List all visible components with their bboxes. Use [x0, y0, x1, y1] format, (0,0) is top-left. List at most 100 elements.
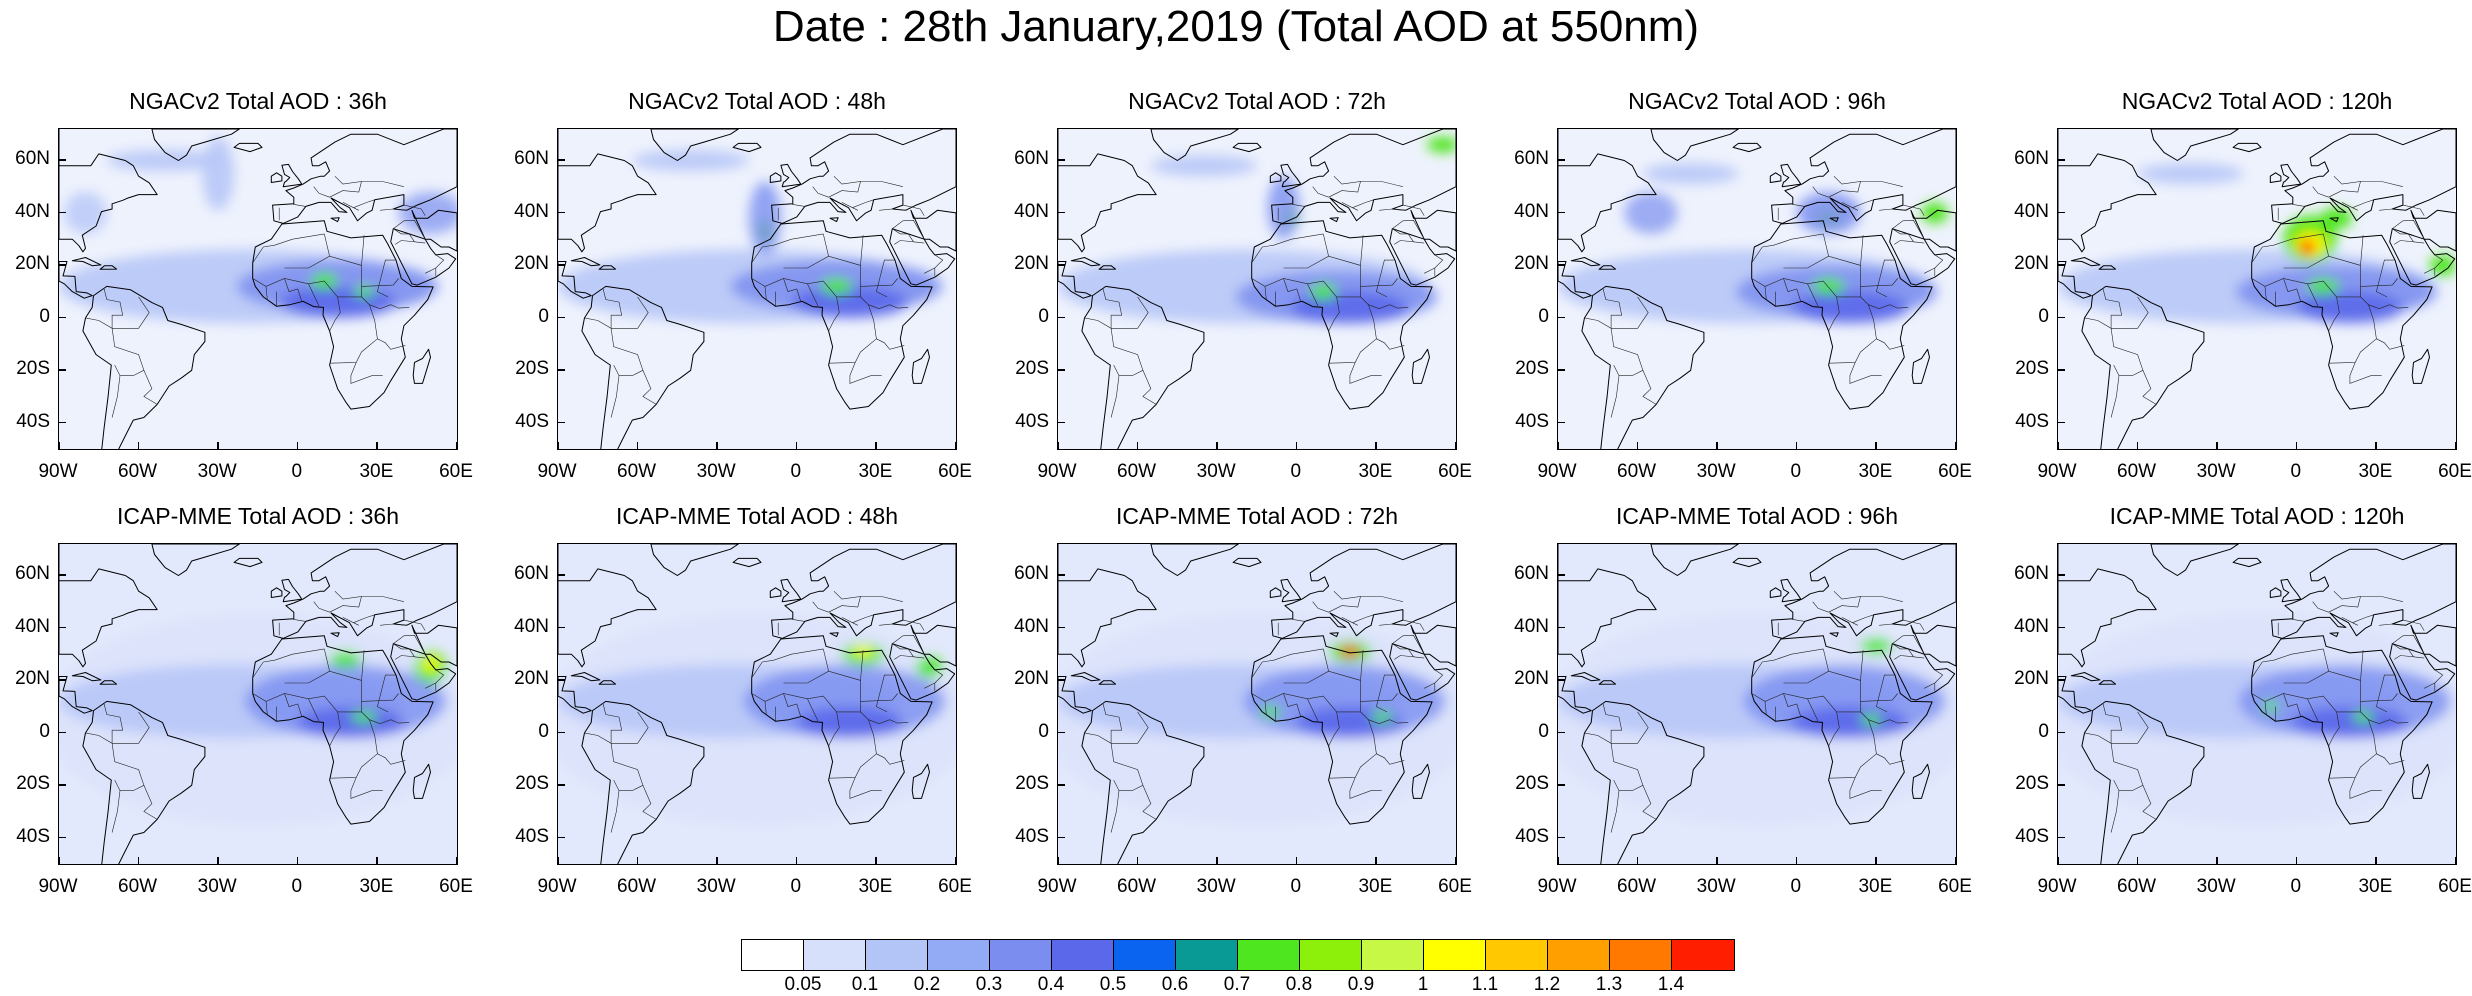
lat-tick-label: 0 — [1538, 305, 1549, 327]
colorbar-label: 0.9 — [1347, 974, 1375, 995]
coastline — [911, 763, 930, 799]
country-border — [1251, 648, 1324, 678]
coastline — [769, 172, 782, 183]
aod-plume — [279, 286, 396, 318]
aod-colorbar — [741, 939, 1735, 971]
country-border — [324, 648, 330, 672]
lon-tick-label: 30W — [1196, 876, 1236, 897]
country-border — [2392, 228, 2415, 245]
coastline — [1769, 587, 1782, 598]
lat-tick-label: 60N — [1514, 148, 1549, 170]
coastline — [1098, 265, 1117, 270]
coastline — [272, 544, 457, 639]
country-border — [610, 375, 620, 418]
coastline — [570, 257, 601, 267]
country-border — [1283, 278, 1302, 302]
country-border — [823, 233, 829, 257]
panel-title: NGACv2 Total AOD : 72h — [1128, 88, 1386, 114]
coastline — [1280, 163, 1302, 188]
lat-tick-label: 40N — [514, 615, 549, 637]
lon-tick-label: 30W — [1696, 461, 1736, 482]
coastline — [82, 700, 206, 864]
lon-tick-label: 60W — [1117, 876, 1157, 897]
aod-field — [59, 136, 457, 324]
coastline — [598, 680, 617, 685]
coastline — [59, 676, 93, 714]
country-border — [1341, 202, 1358, 211]
lat-tick-label: 20N — [514, 253, 549, 275]
aod-map — [557, 128, 957, 450]
country-border — [1610, 375, 1620, 418]
coastline — [2271, 129, 2456, 224]
lon-tick-mark — [1375, 442, 1377, 450]
coastline — [1070, 257, 1101, 267]
country-border — [1392, 228, 1415, 245]
country-border — [783, 693, 802, 717]
panel-title: ICAP-MME Total AOD : 120h — [2109, 503, 2405, 529]
lon-tick-label: 60E — [439, 876, 473, 897]
lat-tick-mark — [1557, 626, 1565, 629]
country-border — [2402, 619, 2425, 631]
aod-map — [58, 543, 458, 865]
coastline — [390, 643, 457, 701]
country-border — [1328, 719, 1377, 779]
lon-tick-label: 90W — [2037, 461, 2077, 482]
aod-plume — [1291, 291, 1409, 324]
coastline — [769, 587, 782, 598]
country-border — [602, 288, 623, 329]
map-canvas — [558, 129, 956, 449]
country-border — [2349, 777, 2382, 799]
country-border — [1307, 698, 1319, 722]
lat-tick-label: 20S — [1015, 358, 1049, 380]
colorbar-swatch — [1176, 940, 1238, 970]
country-border — [1142, 370, 1157, 405]
country-border — [807, 698, 819, 722]
country-border — [1913, 656, 1925, 659]
country-border — [350, 362, 383, 384]
lon-tick-mark — [955, 857, 957, 865]
lon-tick-mark — [1557, 857, 1559, 865]
lat-tick-mark — [1057, 159, 1065, 161]
country-border — [2413, 241, 2425, 244]
lon-tick-label: 90W — [1037, 461, 1077, 482]
country-border — [2392, 643, 2415, 660]
country-border — [1251, 233, 1324, 263]
country-border — [1349, 777, 1382, 799]
country-border — [361, 711, 410, 725]
colorbar-label: 1 — [1417, 974, 1429, 995]
coastline — [889, 643, 956, 701]
lat-tick-label: 60N — [2014, 148, 2049, 170]
lat-tick-mark — [58, 784, 66, 786]
country-border — [1610, 743, 1644, 791]
country-border — [1783, 693, 1802, 717]
country-border — [1860, 278, 1898, 287]
lon-tick-mark — [1136, 442, 1139, 450]
coastline — [2251, 220, 2433, 410]
coastline — [581, 285, 705, 449]
lat-tick-mark — [2057, 316, 2065, 319]
coastline — [412, 763, 431, 799]
country-border — [2110, 790, 2120, 833]
lat-tick-label: 40S — [1515, 410, 1549, 432]
aod-plume — [1860, 638, 1893, 655]
country-border — [828, 719, 877, 779]
coastline — [1780, 163, 1802, 188]
aod-plume — [297, 706, 404, 739]
lat-tick-mark — [1557, 264, 1565, 266]
lon-tick-label: 60W — [1117, 461, 1157, 482]
coastline — [272, 129, 457, 224]
colorbar-label: 1.3 — [1595, 974, 1623, 995]
coastlines — [2058, 129, 2456, 449]
country-border — [1876, 753, 1905, 765]
country-border — [860, 711, 909, 725]
lat-tick-mark — [1057, 421, 1065, 424]
coastlines — [1058, 129, 1456, 449]
lon-tick-mark — [376, 442, 378, 450]
lat-tick-label: 40S — [2015, 825, 2049, 847]
lat-tick-label: 20N — [1014, 253, 1049, 275]
lat-tick-mark — [1557, 836, 1565, 839]
country-border — [1642, 785, 1657, 820]
country-border — [1828, 304, 1877, 364]
coastline — [1251, 220, 1433, 410]
lat-tick-mark — [1057, 316, 1065, 319]
